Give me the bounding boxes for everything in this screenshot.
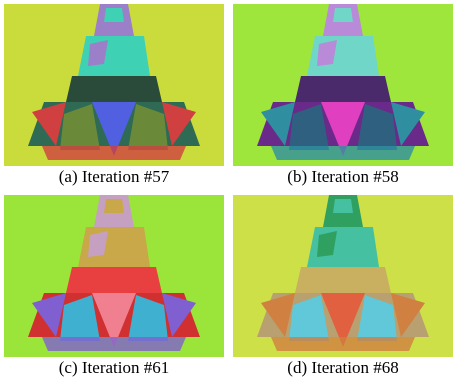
segmentation-image	[233, 195, 453, 357]
segmentation-image	[4, 195, 224, 357]
panel: (c) Iteration #61	[4, 195, 224, 378]
caption: (b) Iteration #58	[233, 167, 453, 187]
caption: (c) Iteration #61	[4, 358, 224, 378]
figure: (a) Iteration #57 (b) Iteration #58 (c) …	[0, 0, 456, 385]
segmentation-image	[233, 4, 453, 166]
panel: (b) Iteration #58	[233, 4, 453, 187]
segmentation-image	[4, 4, 224, 166]
panel: (d) Iteration #68	[233, 195, 453, 378]
caption: (a) Iteration #57	[4, 167, 224, 187]
caption: (d) Iteration #68	[233, 358, 453, 378]
panel: (a) Iteration #57	[4, 4, 224, 187]
